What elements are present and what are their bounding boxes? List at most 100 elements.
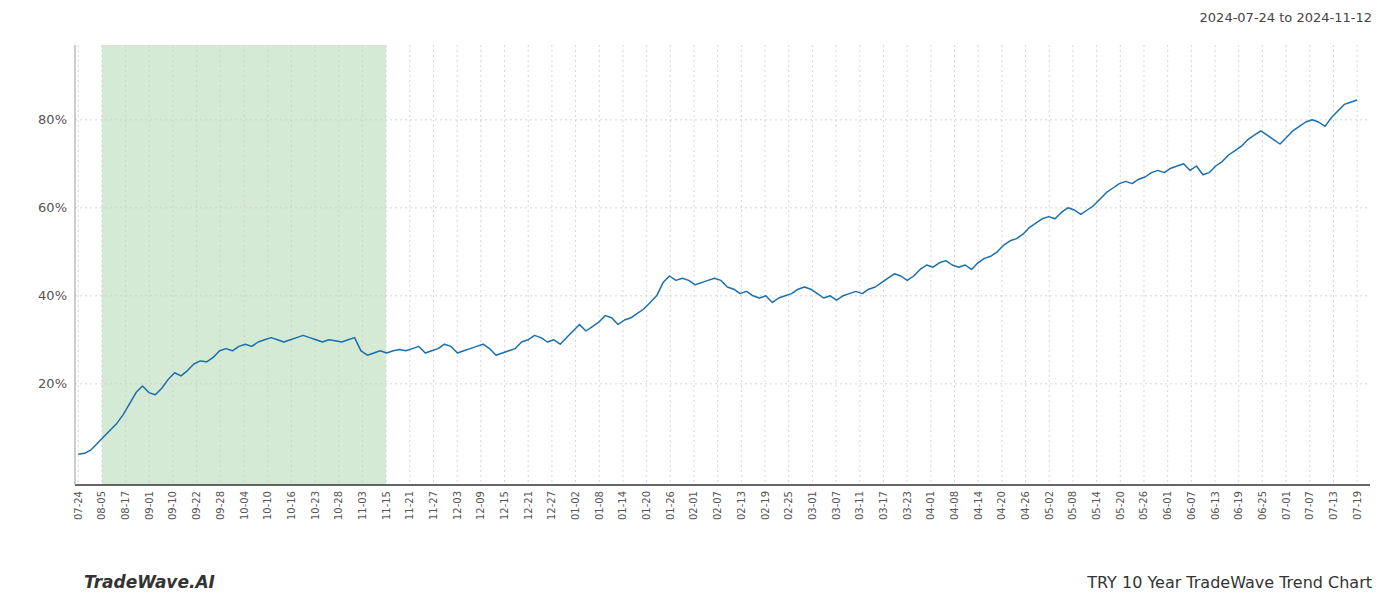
x-tick-label: 07-13 <box>1328 491 1339 520</box>
x-grid-line <box>315 45 316 485</box>
x-tick-label: 09-10 <box>167 491 178 520</box>
x-grid-line <box>480 45 481 485</box>
x-grid-line <box>575 45 576 485</box>
x-grid-line <box>1191 45 1192 485</box>
x-tick-label: 12-15 <box>499 491 510 520</box>
x-tick-label: 09-01 <box>144 491 155 520</box>
x-tick-label: 06-01 <box>1162 491 1173 520</box>
x-grid-line <box>1215 45 1216 485</box>
x-grid-line <box>1333 45 1334 485</box>
x-grid-line <box>622 45 623 485</box>
x-tick-label: 05-26 <box>1138 491 1149 520</box>
x-tick-label: 04-08 <box>949 491 960 520</box>
x-tick-label: 01-14 <box>617 491 628 520</box>
x-tick-label: 09-28 <box>215 491 226 520</box>
x-tick-label: 10-28 <box>333 491 344 520</box>
y-tick-label: 80% <box>38 112 67 127</box>
title: TRY 10 Year TradeWave Trend Chart <box>1086 573 1372 592</box>
x-grid-line <box>788 45 789 485</box>
x-tick-label: 02-19 <box>760 491 771 520</box>
annotation: TradeWave.AI <box>84 572 215 592</box>
x-grid-line <box>433 45 434 485</box>
x-grid-line <box>1167 45 1168 485</box>
x-grid-line <box>859 45 860 485</box>
x-grid-line <box>291 45 292 485</box>
x-tick-label: 07-24 <box>73 491 84 520</box>
x-grid-line <box>1286 45 1287 485</box>
x-grid-line <box>670 45 671 485</box>
x-tick-label: 10-10 <box>262 491 273 520</box>
x-tick-label: 02-01 <box>688 491 699 520</box>
x-tick-label: 06-19 <box>1233 491 1244 520</box>
x-grid-line <box>149 45 150 485</box>
y-tick-label: 60% <box>38 200 67 215</box>
x-tick-label: 07-19 <box>1352 491 1363 520</box>
x-grid-line <box>907 45 908 485</box>
highlight-band <box>102 45 386 485</box>
x-tick-label: 11-15 <box>381 491 392 520</box>
x-tick-label: 01-26 <box>665 491 676 520</box>
y-grid-line <box>75 119 1370 120</box>
x-tick-label: 07-07 <box>1304 491 1315 520</box>
x-tick-label: 09-22 <box>191 491 202 520</box>
x-grid-line <box>930 45 931 485</box>
x-tick-label: 04-01 <box>925 491 936 520</box>
x-tick-label: 03-11 <box>854 491 865 520</box>
x-tick-label: 05-20 <box>1115 491 1126 520</box>
background <box>0 0 1400 600</box>
x-tick-label: 02-25 <box>783 491 794 520</box>
x-grid-line <box>78 45 79 485</box>
x-grid-line <box>1049 45 1050 485</box>
x-grid-line <box>338 45 339 485</box>
plot-area <box>75 45 1370 485</box>
x-tick-label: 03-23 <box>902 491 913 520</box>
x-tick-label: 06-25 <box>1257 491 1268 520</box>
x-grid-line <box>741 45 742 485</box>
x-grid-line <box>125 45 126 485</box>
x-grid-line <box>646 45 647 485</box>
x-tick-label: 02-13 <box>736 491 747 520</box>
x-tick-label: 03-17 <box>878 491 889 520</box>
x-tick-label: 12-27 <box>546 491 557 520</box>
y-axis-line <box>75 45 76 485</box>
y-tick-label: 20% <box>38 376 67 391</box>
x-tick-label: 08-05 <box>96 491 107 520</box>
y-grid-line <box>75 383 1370 384</box>
x-tick-label: 10-04 <box>239 491 250 520</box>
x-grid-line <box>267 45 268 485</box>
y-grid-line <box>75 295 1370 296</box>
x-grid-line <box>196 45 197 485</box>
x-grid-line <box>765 45 766 485</box>
x-tick-label: 12-09 <box>475 491 486 520</box>
x-grid-line <box>362 45 363 485</box>
x-tick-label: 04-14 <box>973 491 984 520</box>
x-grid-line <box>551 45 552 485</box>
x-tick-label: 05-08 <box>1067 491 1078 520</box>
subtitle: 2024-07-24 to 2024-11-12 <box>1200 10 1372 25</box>
trend-line <box>78 100 1357 454</box>
x-tick-label: 01-20 <box>641 491 652 520</box>
x-axis-line <box>75 484 1370 486</box>
x-tick-label: 07-01 <box>1281 491 1292 520</box>
x-grid-line <box>812 45 813 485</box>
x-grid-line <box>457 45 458 485</box>
x-grid-line <box>1143 45 1144 485</box>
x-grid-line <box>1072 45 1073 485</box>
x-grid-line <box>1025 45 1026 485</box>
x-tick-label: 08-17 <box>120 491 131 520</box>
x-grid-line <box>978 45 979 485</box>
x-grid-line <box>1309 45 1310 485</box>
x-grid-line <box>883 45 884 485</box>
y-tick-label: 40% <box>38 288 67 303</box>
x-tick-label: 02-07 <box>712 491 723 520</box>
x-grid-line <box>1096 45 1097 485</box>
x-grid-line <box>1238 45 1239 485</box>
chart: 07-24 08-05 08-17 09-01 09-10 09-22 09-28 10-04… <box>0 0 1400 600</box>
x-tick-label: 12-03 <box>452 491 463 520</box>
x-tick-label: 11-27 <box>428 491 439 520</box>
x-grid-line <box>386 45 387 485</box>
y-grid-line <box>75 207 1370 208</box>
x-grid-line <box>1262 45 1263 485</box>
x-tick-label: 06-07 <box>1186 491 1197 520</box>
x-tick-label: 05-14 <box>1091 491 1102 520</box>
